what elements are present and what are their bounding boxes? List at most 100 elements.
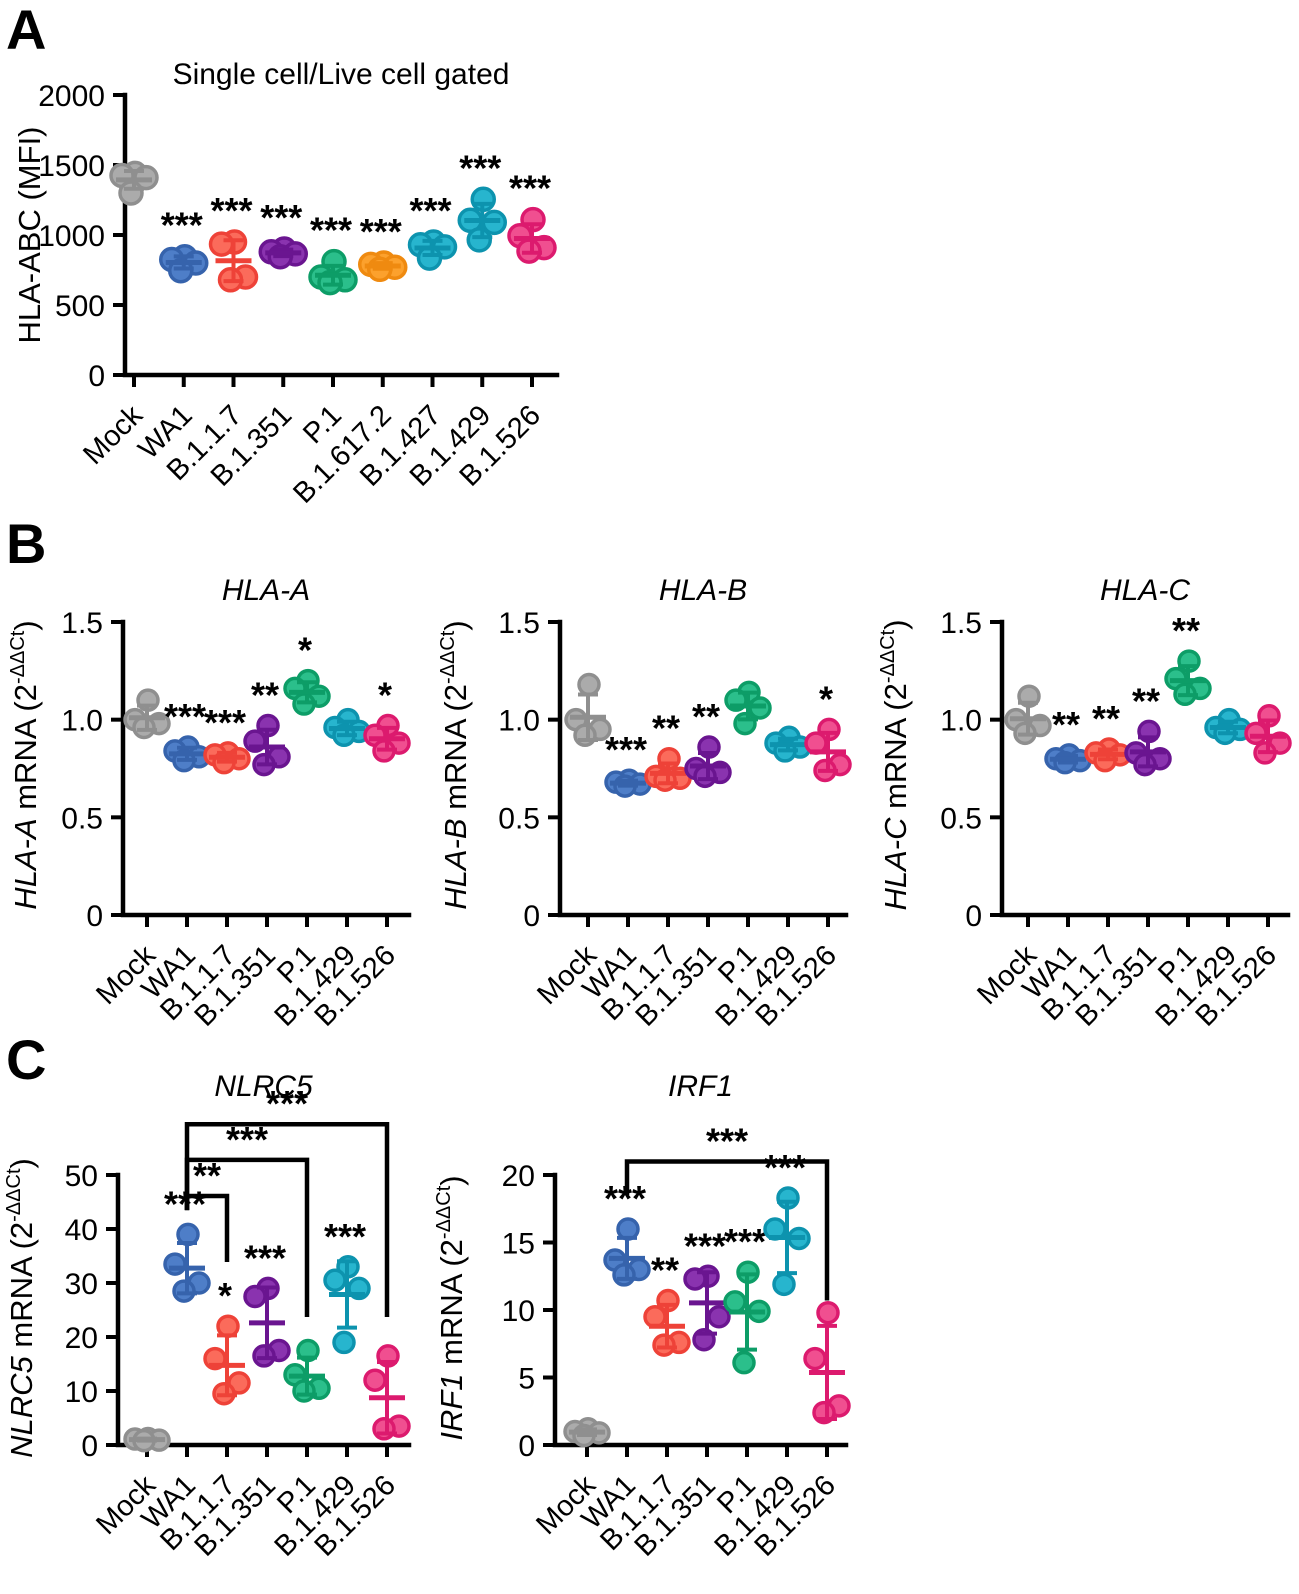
y-tick-label: 0	[523, 900, 540, 933]
sig-stars: *	[298, 630, 312, 671]
sig-stars: *	[819, 678, 833, 719]
data-point	[363, 1368, 387, 1392]
y-tick-label: 0	[86, 900, 103, 933]
group-p.1: P.1	[712, 680, 772, 990]
group-p.1: P.1**	[1152, 610, 1212, 990]
panel-c-label: C	[6, 1028, 47, 1091]
bracket-line	[184, 1121, 390, 1318]
data-point	[216, 1314, 240, 1338]
sig-stars: ***	[161, 205, 203, 246]
chart-title: HLA-C	[1100, 574, 1190, 607]
sig-stars: **	[692, 696, 720, 737]
y-tick-label: 500	[55, 290, 105, 323]
sig-stars: **	[1092, 698, 1120, 739]
y-tick-label: 1.0	[498, 705, 540, 738]
data-point	[208, 231, 235, 257]
chart-title: IRF1	[668, 1070, 733, 1103]
y-tick-label: 1.0	[940, 705, 982, 738]
data-point	[252, 1344, 276, 1368]
y-tick-label: 2000	[38, 80, 105, 113]
data-point	[732, 1350, 756, 1375]
data-point	[652, 1333, 676, 1357]
sig-stars: ***	[360, 211, 402, 252]
data-point	[132, 715, 156, 740]
bracket-wa1-b.1.526: ***	[184, 1083, 390, 1318]
data-point	[172, 1279, 196, 1303]
y-tick-label: 0	[88, 360, 105, 393]
sig-stars: **	[652, 708, 680, 749]
y-tick-label: 15	[502, 1228, 535, 1261]
chart-title: Single cell/Live cell gated	[173, 58, 510, 91]
y-axis-label: NLRC5 mRNA (2-ΔΔCt)	[3, 1158, 39, 1458]
y-tick-label: 0.5	[940, 802, 982, 835]
data-point	[723, 1290, 747, 1314]
chart-title: HLA-A	[222, 574, 310, 607]
data-point	[612, 1263, 636, 1287]
data-point	[733, 711, 757, 736]
sig-stars: *	[378, 675, 392, 716]
sig-stars: **	[1052, 704, 1080, 745]
group-p.1: P.1***	[297, 210, 358, 450]
y-tick-label: 20	[65, 1322, 98, 1355]
sig-stars: **	[1132, 680, 1160, 721]
data-point	[372, 1417, 396, 1441]
data-point	[577, 672, 601, 697]
bracket-wa1-b.1.526: ***	[624, 1121, 830, 1301]
y-tick-label: 1.5	[498, 607, 540, 640]
y-tick-label: 50	[65, 1160, 98, 1193]
sig-stars: ***	[164, 696, 206, 737]
y-tick-label: 40	[65, 1214, 98, 1247]
y-tick-label: 0	[965, 900, 982, 933]
bracket-sig-stars: ***	[706, 1121, 748, 1162]
sig-stars: ***	[509, 168, 551, 209]
sig-stars: ***	[204, 702, 246, 743]
y-tick-label: 10	[65, 1376, 98, 1409]
sig-stars: ***	[324, 1216, 366, 1257]
y-tick-label: 1000	[38, 220, 105, 253]
sig-stars: ***	[605, 729, 647, 770]
data-point	[323, 1268, 347, 1293]
x-tick-label: Mock	[77, 399, 149, 471]
y-tick-label: 5	[518, 1363, 535, 1396]
data-point	[816, 1300, 840, 1325]
chart-title: HLA-B	[659, 574, 747, 607]
y-tick-label: 20	[502, 1160, 535, 1193]
data-point	[118, 180, 144, 206]
sig-stars: ***	[244, 1237, 286, 1278]
sig-stars: ***	[260, 197, 302, 238]
y-tick-label: 0	[81, 1430, 98, 1463]
sig-stars: ***	[764, 1147, 806, 1188]
y-axis-label: HLA-ABC (MFI)	[12, 127, 47, 344]
y-tick-label: 0.5	[498, 802, 540, 835]
data-point	[573, 723, 597, 748]
sig-stars: **	[651, 1250, 679, 1291]
y-tick-label: 0	[518, 1430, 535, 1463]
sig-stars: ***	[684, 1225, 726, 1266]
group-b.1.526: B.1.526	[749, 1300, 851, 1563]
group-p.1: P.1*	[271, 630, 331, 990]
sig-stars: **	[1172, 610, 1200, 651]
sig-stars: ***	[310, 210, 352, 251]
y-tick-label: 1.5	[61, 607, 103, 640]
y-tick-label: 1.0	[61, 705, 103, 738]
data-point	[803, 1346, 827, 1371]
axes	[552, 1172, 849, 1448]
sig-stars: ***	[409, 190, 451, 231]
y-axis-label: HLA-C mRNA (2-ΔΔCt)	[877, 619, 913, 910]
data-point	[332, 1330, 356, 1355]
chart-title: NLRC5	[214, 1070, 313, 1103]
data-point	[693, 764, 717, 789]
y-tick-label: 0.5	[61, 802, 103, 835]
chart-hla-abc: Single cell/Live cell gated 0 500 1000 1500 2…	[12, 58, 560, 510]
data-point	[292, 1379, 316, 1403]
sig-stars: *	[218, 1275, 232, 1316]
y-axis-label: HLA-B mRNA (2-ΔΔCt)	[437, 620, 473, 909]
data-point	[707, 1305, 731, 1329]
data-point	[466, 227, 492, 253]
y-axis-label: IRF1 mRNA (2-ΔΔCt)	[433, 1175, 469, 1440]
panel-b-label: B	[6, 512, 47, 575]
bracket-line	[624, 1159, 830, 1301]
